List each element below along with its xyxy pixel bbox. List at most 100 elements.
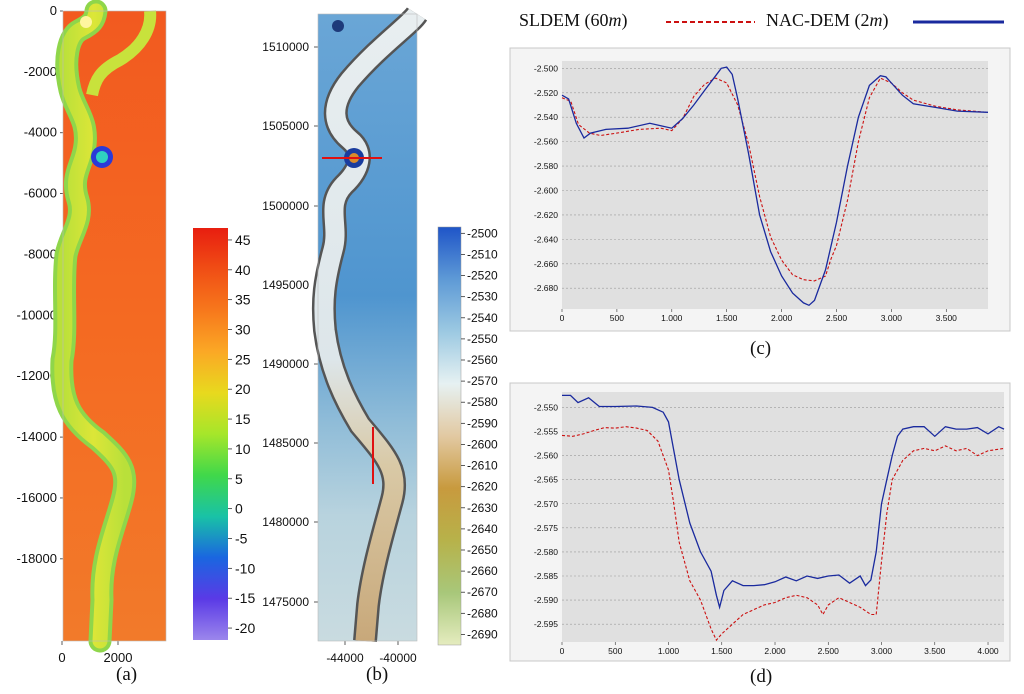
panel-c-x-tick-label: 1.500 — [716, 313, 738, 323]
panel-a-colorbar-tick-label: 20 — [235, 381, 251, 397]
panel-a-y-tick-label: -18000 — [17, 551, 57, 566]
panel-b-x-tick-label: -44000 — [326, 651, 364, 665]
panel-d-x-tick-label: 4.000 — [977, 646, 999, 656]
panel-d-y-tick-label: -2.555 — [534, 426, 558, 436]
panel-d-y-tick-label: -2.590 — [534, 595, 558, 605]
panel-c-x-tick-label: 500 — [610, 313, 624, 323]
panel-b-x-tick-label: -40000 — [379, 651, 417, 665]
panel-c-x-ticks: 0 500 1.000 1.500 2.000 2.500 3.000 3.500 — [560, 309, 958, 323]
panel-b: 1510000 1505000 1500000 1495000 1490000 14850… — [262, 6, 498, 665]
panel-a-colorbar — [193, 228, 228, 640]
panel-b-x-ticks: -44000 -40000 — [326, 641, 417, 665]
caption-c: (c) — [750, 338, 772, 359]
panel-d-x-tick-label: 2.500 — [818, 646, 840, 656]
panel-d-y-tick-label: -2.585 — [534, 571, 558, 581]
panel-a-colorbar-tick-label: -20 — [235, 620, 255, 636]
panel-c-y-tick-label: -2.620 — [534, 210, 558, 220]
panel-a-colorbar-tick-label: -5 — [235, 530, 248, 546]
panel-d-x-tick-label: 1.000 — [658, 646, 680, 656]
panel-d-y-tick-label: -2.565 — [534, 475, 558, 485]
legend-sldem-unit: m — [608, 10, 622, 30]
panel-c-y-tick-label: -2.640 — [534, 234, 558, 244]
panel-a-y-tick-label: 0 — [50, 3, 57, 18]
panel-d-y-tick-label: -2.560 — [534, 451, 558, 461]
panel-b-colorbar-tick-label: -2590 — [467, 416, 498, 430]
panel-d-x-tick-label: 500 — [608, 646, 622, 656]
panel-c: -2.500 -2.520 -2.540 -2.560 -2.580 -2.600 -2.6… — [509, 47, 1011, 332]
panel-d-series-nac — [562, 394, 1005, 610]
panel-a-colorbar-tick-label: 5 — [235, 471, 243, 487]
panel-b-colorbar-tick-label: -2540 — [467, 311, 498, 325]
panel-a-channel-branch — [86, 10, 157, 97]
panel-b-y-tick-label: 1505000 — [262, 119, 309, 133]
panel-a-y-tick-label: -6000 — [24, 186, 57, 201]
panel-b-channel — [314, 8, 426, 642]
panel-c-series-nac — [561, 66, 989, 307]
panel-a-colorbar-tick-label: 40 — [235, 262, 251, 278]
panel-b-colorbar-tick-label: -2650 — [467, 543, 498, 557]
panel-d-series-sldem — [561, 426, 1005, 642]
panel-a-y-tick-label: -4000 — [24, 125, 57, 140]
panel-a-x-tick-label: 2000 — [104, 650, 133, 665]
panel-a-colorbar-tick-label: 0 — [235, 501, 243, 517]
panel-b-colorbar — [437, 226, 462, 646]
panel-a-colorbar-tick-label: 25 — [235, 351, 251, 367]
panel-a-colorbar-tick-label: -15 — [235, 590, 255, 606]
panel-d-x-tick-label: 3.500 — [924, 646, 946, 656]
caption-d: (d) — [750, 666, 773, 687]
panel-d-x-tick-label: 0 — [560, 646, 565, 656]
panel-b-y-ticks: 1510000 1505000 1500000 1495000 1490000 14850… — [262, 40, 318, 609]
panel-b-colorbar-tick-label: -2600 — [467, 437, 498, 451]
panel-b-colorbar-tick-label: -2510 — [467, 247, 498, 261]
legend-nac-unit: m — [869, 10, 883, 30]
panel-d-x-tick-label: 2.000 — [764, 646, 786, 656]
panel-b-colorbar-tick-label: -2550 — [467, 332, 498, 346]
panel-d-y-tick-label: -2.595 — [534, 619, 558, 629]
legend-sldem-text: SLDEM (60 — [519, 10, 609, 30]
panel-b-colorbar-tick-label: -2580 — [467, 395, 498, 409]
panel-c-y-tick-label: -2.540 — [534, 112, 558, 122]
panel-c-y-tick-label: -2.500 — [534, 63, 558, 73]
legend-sldem-label: SLDEM (60m) — [519, 10, 628, 30]
panel-d-x-tick-label: 3.000 — [871, 646, 893, 656]
panel-a-colorbar-tick-label: -10 — [235, 560, 255, 576]
panel-a-x-tick-label: 0 — [58, 650, 65, 665]
panel-b-colorbar-tick-label: -2520 — [467, 269, 498, 283]
panel-a-colorbar-tick-label: 10 — [235, 441, 251, 457]
panel-b-colorbar-tick-label: -2500 — [467, 226, 498, 240]
legend-nac-text: NAC-DEM (2 — [766, 10, 870, 30]
panel-d-y-tick-label: -2.575 — [534, 523, 558, 533]
panel-c-x-tick-label: 0 — [560, 313, 565, 323]
panel-b-crater-small — [332, 20, 344, 32]
panel-c-x-tick-label: 1.000 — [661, 313, 683, 323]
panel-c-plot-area — [562, 61, 988, 309]
panel-b-y-tick-label: 1510000 — [262, 40, 309, 54]
panel-c-y-tick-label: -2.680 — [534, 283, 558, 293]
panel-b-y-tick-label: 1475000 — [262, 595, 309, 609]
panel-a-colorbar-tick-label: 35 — [235, 292, 251, 308]
panel-d-y-tick-label: -2.550 — [534, 402, 558, 412]
panel-d-x-tick-label: 1.500 — [711, 646, 733, 656]
panel-c-y-tick-label: -2.520 — [534, 88, 558, 98]
panel-a-frame — [62, 10, 167, 642]
panel-b-y-tick-label: 1490000 — [262, 357, 309, 371]
panel-a-y-tick-label: -14000 — [17, 429, 57, 444]
panel-a: 0-2000-4000-6000-8000-10000-12000-14000-… — [17, 0, 255, 665]
panel-b-colorbar-tick-label: -2660 — [467, 564, 498, 578]
panel-b-frame — [317, 13, 418, 642]
panel-b-y-tick-label: 1500000 — [262, 199, 309, 213]
panel-c-x-tick-label: 3.500 — [936, 313, 958, 323]
panel-c-x-tick-label: 3.000 — [881, 313, 903, 323]
panel-b-colorbar-tick-label: -2680 — [467, 606, 498, 620]
panel-a-colorbar-ticks: 45 40 35 30 25 20 15 10 5 0 -5 -10 -15 -20 — [228, 232, 255, 636]
panel-d-y-tick-label: -2.570 — [534, 499, 558, 509]
panel-d-series — [561, 394, 1005, 642]
panel-a-y-tick-label: -2000 — [24, 64, 57, 79]
panel-a-y-ticks: 0 -2000 -4000 -6000 -8000 -10000 -12000 -14000 -… — [17, 3, 63, 566]
panel-d-y-tick-label: -2.580 — [534, 547, 558, 557]
panel-b-colorbar-tick-label: -2530 — [467, 290, 498, 304]
panel-a-y-tick-label: -12000 — [17, 368, 57, 383]
panel-b-colorbar-tick-label: -2560 — [467, 353, 498, 367]
panel-c-series — [561, 66, 989, 307]
